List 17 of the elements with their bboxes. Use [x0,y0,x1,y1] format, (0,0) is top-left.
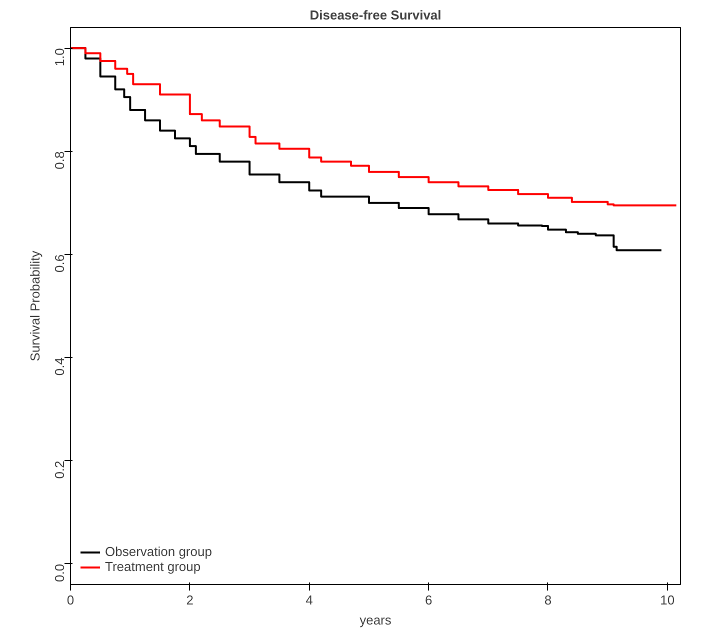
x-tick-label: 2 [186,592,194,608]
y-tick-label: 0.0 [52,564,67,582]
x-tick-label: 10 [660,592,675,608]
x-axis-title: years [360,612,392,628]
x-tick-label: 4 [306,592,313,608]
legend-label: Treatment group [105,559,201,574]
x-tick-label: 6 [425,592,432,608]
y-tick-label: 1.0 [52,48,67,66]
y-tick-label: 0.6 [52,254,67,272]
y-tick-label: 0.8 [52,151,67,170]
x-tick-label: 0 [66,592,74,608]
x-tick-label: 8 [544,592,552,608]
y-tick-label: 0.2 [52,460,67,479]
chart-title: Disease-free Survival [310,8,442,22]
legend-label: Observation group [105,544,212,559]
y-tick-label: 0.4 [52,358,67,376]
y-axis-title: Survival Probability [28,250,42,362]
